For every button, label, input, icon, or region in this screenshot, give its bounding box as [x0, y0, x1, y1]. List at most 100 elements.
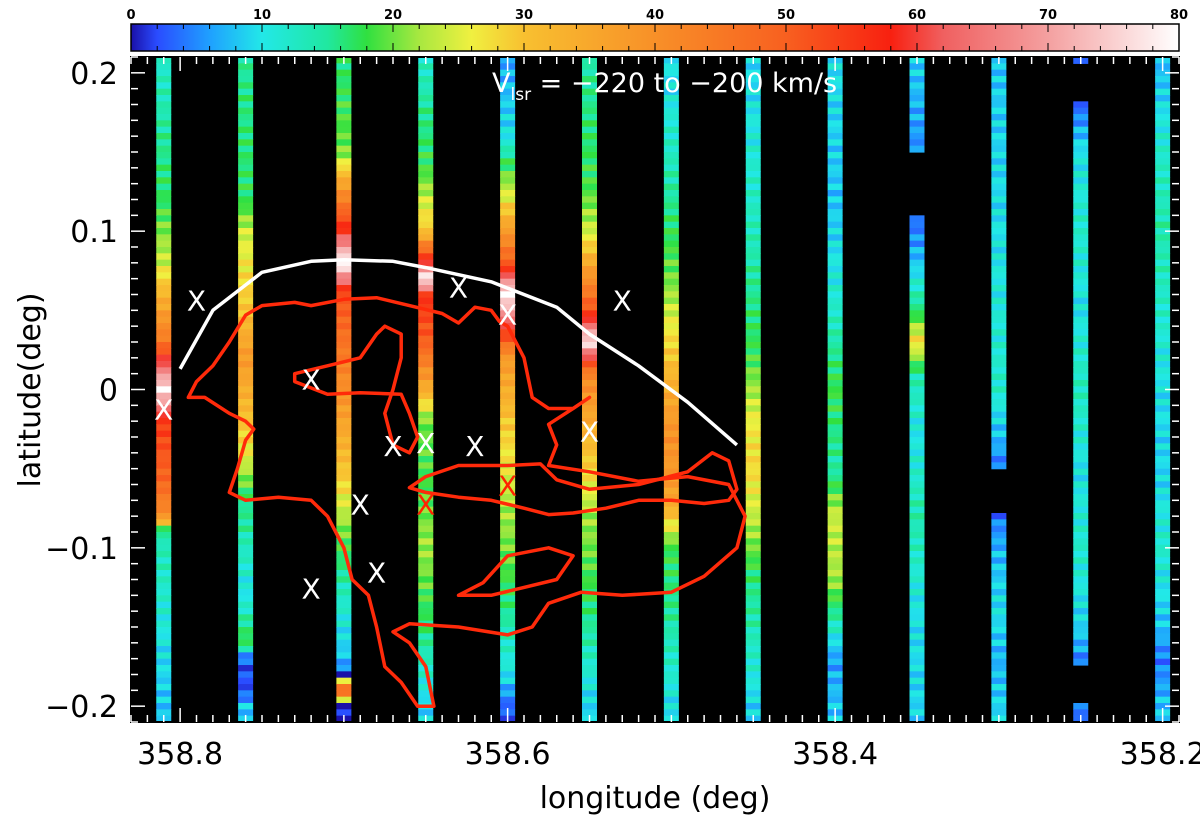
strip-cell	[336, 367, 352, 375]
strip-cell	[663, 354, 679, 362]
strip-cell	[238, 386, 254, 394]
spectral-strip	[663, 57, 679, 722]
strip-cell	[991, 525, 1007, 533]
strip-cell	[156, 247, 172, 254]
strip-cell	[909, 646, 925, 653]
strip-cell	[1155, 234, 1171, 242]
strip-cell	[827, 240, 843, 248]
strip-cell	[582, 418, 597, 425]
strip-cell	[582, 297, 597, 305]
strip-cell	[500, 361, 516, 368]
strip-cell	[991, 709, 1007, 717]
strip-cell	[238, 272, 254, 280]
strip-cell	[827, 266, 843, 273]
y-tick-label: 0.2	[70, 57, 118, 92]
strip-cell	[827, 272, 843, 280]
strip-cell	[500, 215, 516, 223]
strip-cell	[1073, 386, 1089, 394]
source-marker: X	[187, 284, 206, 317]
strip-cell	[909, 614, 925, 622]
strip-cell	[745, 76, 761, 83]
strip-cell	[238, 696, 254, 704]
strip-cell	[500, 259, 516, 267]
strip-cell	[1073, 405, 1089, 413]
strip-cell	[745, 95, 761, 102]
strip-cell	[991, 145, 1007, 153]
strip-cell	[745, 557, 761, 565]
strip-cell	[663, 582, 679, 590]
strip-cell	[336, 158, 352, 166]
strip-cell	[500, 608, 516, 615]
strip-cell	[582, 601, 597, 609]
strip-cell	[909, 82, 925, 90]
strip-cell	[156, 323, 172, 330]
strip-cell	[500, 690, 516, 698]
strip-cell	[909, 519, 925, 527]
strip-cell	[745, 291, 761, 299]
strip-cell	[156, 386, 172, 394]
strip-cell	[156, 443, 172, 451]
strip-cell	[663, 145, 679, 153]
strip-cell	[745, 544, 761, 552]
strip-cell	[156, 164, 172, 172]
strip-cell	[336, 538, 352, 546]
strip-cell	[500, 437, 516, 444]
strip-cell	[418, 677, 434, 685]
strip-cell	[418, 177, 434, 185]
strip-cell	[991, 95, 1007, 102]
strip-cell	[663, 253, 679, 261]
strip-cell	[663, 709, 679, 717]
strip-cell	[827, 576, 843, 584]
strip-cell	[1155, 411, 1171, 419]
strip-cell	[827, 696, 843, 704]
overlay-curves	[178, 257, 747, 708]
strip-cell	[582, 481, 597, 489]
strip-cell	[745, 335, 761, 343]
strip-cell	[745, 63, 761, 71]
strip-cell	[582, 633, 597, 641]
strip-cell	[663, 221, 679, 229]
strip-cell	[827, 519, 843, 527]
strip-cell	[909, 652, 925, 660]
strip-cell	[745, 348, 761, 356]
strip-cell	[827, 608, 843, 615]
colorbar-tick-label: 0	[126, 8, 135, 23]
y-tick-label: −0.1	[45, 532, 118, 567]
strip-cell	[238, 316, 254, 324]
strip-cell	[827, 532, 843, 539]
strip-cell	[418, 690, 434, 698]
strip-cell	[663, 525, 679, 533]
strip-cell	[745, 690, 761, 698]
strip-cell	[827, 646, 843, 653]
strip-cell	[1155, 247, 1171, 254]
strip-cell	[1155, 272, 1171, 280]
strip-cell	[745, 703, 761, 710]
strip-cell	[156, 209, 172, 216]
strip-cell	[156, 215, 172, 223]
strip-cell	[238, 506, 254, 514]
strip-cell	[827, 69, 843, 77]
strip-cell	[909, 443, 925, 451]
y-tick-label: −0.2	[45, 690, 118, 725]
strip-cell	[418, 437, 434, 444]
strip-cell	[156, 639, 172, 647]
strip-cell	[663, 367, 679, 375]
strip-cell	[745, 665, 761, 672]
strip-cell	[827, 671, 843, 679]
strip-cell	[909, 576, 925, 584]
strip-cell	[991, 557, 1007, 565]
white-arc-curve	[178, 257, 739, 447]
strip-cell	[663, 348, 679, 356]
strip-cell	[991, 551, 1007, 558]
strip-cell	[582, 475, 597, 482]
strip-cell	[336, 582, 352, 590]
strip-cell	[1155, 190, 1171, 197]
strip-cell	[909, 316, 925, 324]
strip-cell	[745, 196, 761, 204]
strip-cell	[336, 563, 352, 571]
strip-cell	[909, 494, 925, 501]
strip-cell	[1155, 209, 1171, 216]
x-axis-label: longitude (deg)	[540, 781, 771, 816]
strip-cell	[238, 513, 254, 520]
